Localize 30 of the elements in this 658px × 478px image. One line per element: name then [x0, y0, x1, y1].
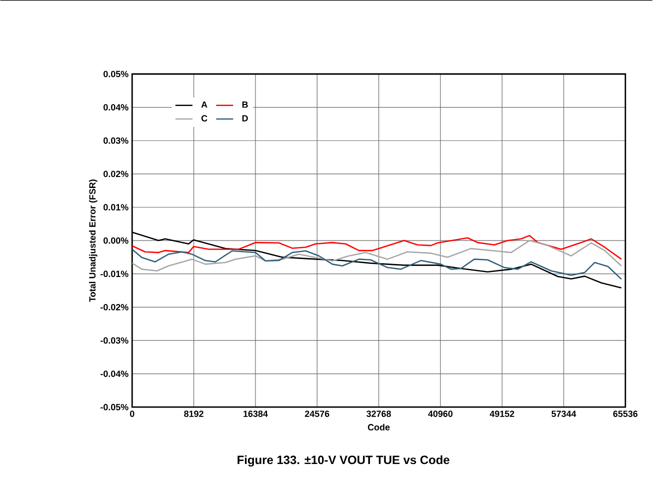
line-series: [132, 240, 622, 272]
y-tick-label: 0.04%: [104, 104, 128, 111]
x-axis-title: Code: [368, 424, 390, 430]
y-tick-label: -0.02%: [100, 304, 128, 310]
y-tick-label: -0.04%: [100, 370, 128, 377]
legend-label: B: [242, 102, 248, 108]
y-tick-label: 0.05%: [104, 70, 128, 78]
y-tick-label: 0.03%: [104, 137, 128, 144]
x-tick-label: 0: [130, 410, 134, 417]
x-tick-label: 65536: [613, 410, 638, 417]
x-tick-label: 32768: [366, 410, 391, 417]
text: Figure 133. ±10-V VOUT TUE vs Code: [238, 455, 450, 467]
x-tick-label: 8192: [184, 410, 204, 417]
y-tick-label: -0.05%: [100, 404, 128, 410]
x-tick-label: 16384: [244, 410, 268, 417]
legend-label: D: [242, 115, 248, 122]
x-tick-label: 49152: [490, 410, 514, 417]
line-series: [132, 234, 622, 260]
legend-label: A: [201, 102, 208, 108]
x-tick-label: 57344: [552, 410, 576, 417]
line-series: [132, 248, 622, 280]
y-tick-label: -0.01%: [100, 270, 128, 278]
legend-label: C: [201, 115, 208, 122]
y-tick-label: 0.00%: [104, 237, 128, 244]
y-tick-label: 0.02%: [104, 170, 128, 178]
y-axis-title: Total Unadjusted Error (FSR): [88, 180, 98, 302]
x-tick-label: 40960: [428, 410, 453, 417]
y-tick-label: -0.03%: [100, 337, 128, 344]
y-tick-label: 0.01%: [104, 204, 128, 210]
x-tick-label: 24576: [304, 410, 330, 417]
